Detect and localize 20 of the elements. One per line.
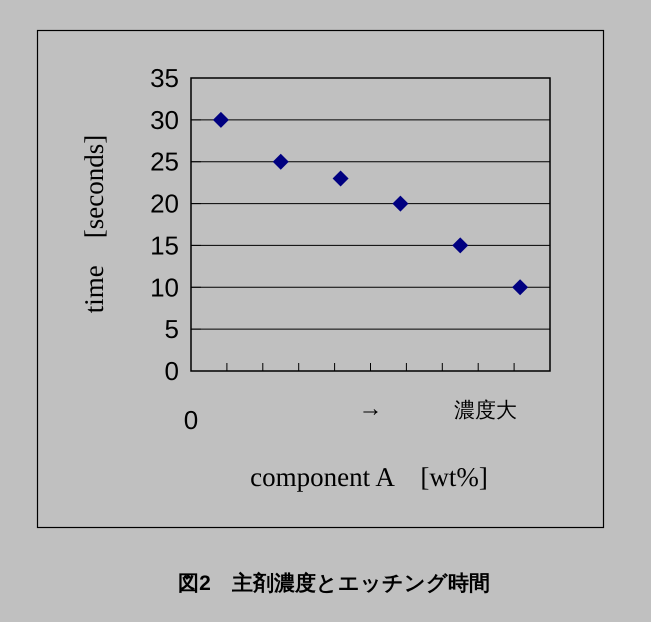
y-tick-label: 5 xyxy=(164,314,179,344)
x-axis-title: component A [wt%] xyxy=(250,462,488,492)
y-tick-label: 25 xyxy=(150,146,179,177)
point xyxy=(512,279,528,296)
y-tick-label: 10 xyxy=(150,272,179,302)
y-tick-label: 30 xyxy=(150,104,179,135)
point xyxy=(212,112,229,128)
point xyxy=(332,170,349,186)
y-tick-label: 35 xyxy=(150,63,179,93)
point xyxy=(392,196,408,212)
point xyxy=(452,237,468,254)
text: 図2 主剤濃度とエッチング時間 xyxy=(178,571,490,595)
point xyxy=(272,154,289,170)
y-axis-title: time [seconds] xyxy=(79,134,109,314)
text: 0 xyxy=(184,405,198,435)
y-tick-label: 0 xyxy=(164,356,179,386)
y-tick-label: 20 xyxy=(150,188,179,219)
text: → xyxy=(358,395,382,422)
y-tick-label: 15 xyxy=(150,230,179,260)
text: 濃度大 xyxy=(454,399,517,422)
